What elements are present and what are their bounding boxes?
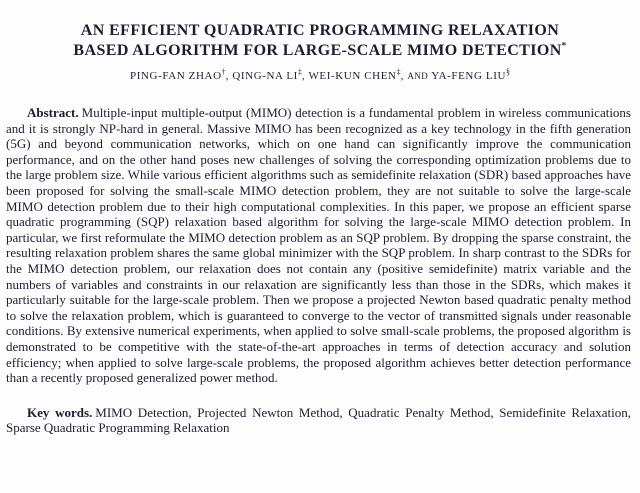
title-footnote-mark: * bbox=[561, 40, 567, 51]
author-footnote-mark-1: † bbox=[221, 67, 226, 77]
paper-title: AN EFFICIENT QUADRATIC PROGRAMMING RELAX… bbox=[10, 21, 630, 61]
title-line-2: BASED ALGORITHM FOR LARGE-SCALE MIMO DET… bbox=[73, 42, 562, 59]
abstract-text: Multiple-input multiple-output (MIMO) de… bbox=[6, 105, 631, 386]
author-name-2: QING-NA LI bbox=[232, 70, 298, 82]
keywords-paragraph: Key words. MIMO Detection, Projected Newt… bbox=[6, 405, 631, 436]
author-name-1: PING-FAN ZHAO bbox=[130, 70, 222, 82]
author-footnote-mark-3: ‡ bbox=[396, 67, 401, 77]
author-footnote-mark-4: § bbox=[506, 67, 510, 77]
keywords-label: Key words. bbox=[27, 404, 93, 420]
authors-line: PING-FAN ZHAO†, QING-NA LI‡, WEI-KUN CHE… bbox=[0, 67, 640, 82]
author-separator: , bbox=[301, 70, 306, 82]
author-name-3: WEI-KUN CHEN bbox=[308, 70, 397, 82]
author-name-4: YA-FENG LIU bbox=[431, 70, 506, 82]
abstract-paragraph: Abstract. Multiple-input multiple-output … bbox=[6, 105, 631, 386]
author-separator: , bbox=[400, 70, 404, 82]
authors-conjunction: AND bbox=[407, 71, 429, 81]
abstract-label: Abstract. bbox=[27, 105, 79, 120]
author-footnote-mark-2: ‡ bbox=[297, 67, 302, 77]
keywords-text: MIMO Detection, Projected Newton Method,… bbox=[6, 404, 631, 436]
author-separator: , bbox=[225, 70, 229, 82]
title-line-1: AN EFFICIENT QUADRATIC PROGRAMMING RELAX… bbox=[80, 22, 560, 39]
